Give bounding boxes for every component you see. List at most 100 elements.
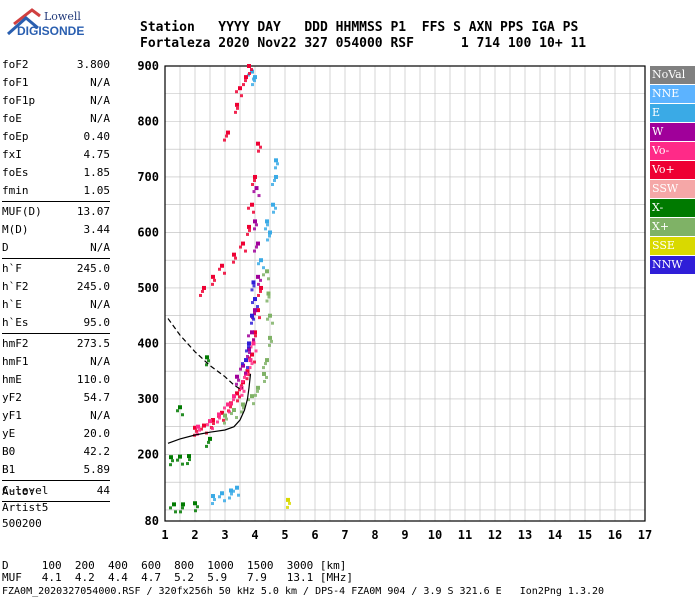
- data-point: [252, 338, 255, 342]
- data-point: [223, 138, 226, 142]
- data-point: [253, 249, 256, 253]
- data-point: [239, 385, 244, 390]
- data-point: [229, 488, 233, 493]
- data-point: [252, 210, 255, 214]
- param-name: h`F2: [2, 280, 29, 293]
- data-point: [288, 501, 291, 505]
- data-point: [237, 493, 240, 497]
- data-point: [253, 330, 257, 335]
- data-point: [235, 391, 239, 396]
- param-value: N/A: [90, 112, 110, 125]
- data-point: [253, 178, 256, 182]
- param-value: N/A: [90, 355, 110, 368]
- logo-text-lowell: Lowell: [44, 10, 81, 23]
- data-point: [171, 459, 174, 463]
- data-point: [236, 399, 239, 403]
- data-point: [207, 359, 210, 363]
- data-point: [240, 384, 243, 388]
- y-tick-label: 500: [137, 281, 159, 295]
- data-point: [273, 178, 276, 182]
- data-point: [263, 379, 266, 383]
- data-point: [250, 313, 254, 318]
- data-point: [253, 312, 256, 316]
- data-point: [271, 202, 275, 207]
- data-point: [250, 330, 254, 335]
- auto-label: Auto:: [2, 485, 36, 498]
- data-point: [194, 509, 197, 513]
- param-name: B0: [2, 445, 16, 458]
- data-point: [247, 73, 250, 77]
- y-tick-label: 400: [137, 336, 159, 350]
- data-point: [228, 410, 231, 414]
- data-point: [247, 346, 251, 351]
- data-point: [264, 227, 267, 231]
- muf-table-muf-row: MUF 4.1 4.2 4.4 4.7 5.2 5.9 7.9 13.1 [MH…: [2, 571, 353, 584]
- data-point: [248, 228, 251, 232]
- data-point: [220, 410, 224, 415]
- data-point: [223, 499, 226, 503]
- data-point: [230, 412, 233, 416]
- param-value: 3.44: [83, 223, 111, 236]
- x-tick-label: 7: [341, 528, 348, 542]
- data-point: [235, 374, 239, 379]
- x-tick-label: 4: [251, 528, 258, 542]
- data-point: [240, 410, 243, 414]
- data-point: [255, 223, 258, 227]
- param-value: N/A: [90, 76, 110, 89]
- data-point: [253, 360, 256, 364]
- param-row: C-level 44: [2, 484, 110, 498]
- auto-version: 500200: [2, 517, 42, 530]
- param-value: 42.2: [83, 445, 111, 458]
- data-point: [259, 278, 262, 282]
- data-point: [195, 429, 198, 433]
- param-name: hmF2: [2, 337, 29, 350]
- legend-item-sse: SSE: [650, 237, 695, 255]
- data-point: [235, 382, 238, 386]
- logo: Lowell DIGISONDE: [4, 4, 84, 44]
- data-point: [252, 190, 256, 194]
- data-point: [267, 295, 271, 299]
- data-point: [241, 362, 244, 366]
- data-point: [213, 498, 216, 502]
- param-value: 95.0: [83, 316, 111, 329]
- data-point: [252, 317, 255, 321]
- legend-item-vo-: Vo-: [650, 142, 695, 160]
- param-row: fxI 4.75: [2, 148, 110, 162]
- data-point: [244, 371, 247, 375]
- param-value: 245.0: [76, 262, 110, 275]
- param-value: N/A: [90, 94, 110, 107]
- x-tick-label: 5: [281, 528, 288, 542]
- data-point: [241, 379, 244, 383]
- data-point: [268, 230, 272, 235]
- param-row: hmF1 N/A: [2, 355, 110, 369]
- param-value: 13.07: [76, 205, 110, 218]
- data-point: [257, 282, 260, 286]
- data-point: [258, 316, 261, 320]
- data-point: [276, 162, 279, 166]
- param-row: foF1p N/A: [2, 94, 110, 108]
- muf-table: D 100 200 400 600 800 1000 1500 3000 [km…: [2, 560, 353, 584]
- autoscaling-info: Auto: Artist5 500200: [2, 484, 48, 532]
- data-point: [254, 334, 257, 338]
- param-row: M(D) 3.44: [2, 223, 110, 237]
- y-tick-label: 600: [137, 225, 159, 239]
- data-point: [247, 341, 251, 346]
- data-point: [205, 355, 209, 360]
- x-tick-label: 10: [428, 528, 442, 542]
- data-point: [252, 284, 256, 288]
- param-row: h`F2 245.0: [2, 280, 110, 294]
- data-point: [169, 463, 172, 467]
- param-name: hmF1: [2, 355, 29, 368]
- polarization-legend: NoVal NNE E W Vo- Vo+ SSW X- X+ SSE NNW: [650, 66, 695, 275]
- x-tick-label: 17: [638, 528, 652, 542]
- data-point: [245, 369, 250, 374]
- param-name: D: [2, 241, 9, 254]
- data-point: [253, 308, 257, 313]
- data-point: [245, 377, 249, 381]
- data-point: [220, 263, 224, 268]
- param-row: fmin 1.05: [2, 184, 110, 198]
- auto-program: Artist5: [2, 501, 49, 514]
- x-tick-label: 6: [311, 528, 318, 542]
- param-row: D N/A: [2, 241, 110, 255]
- data-point: [169, 506, 172, 510]
